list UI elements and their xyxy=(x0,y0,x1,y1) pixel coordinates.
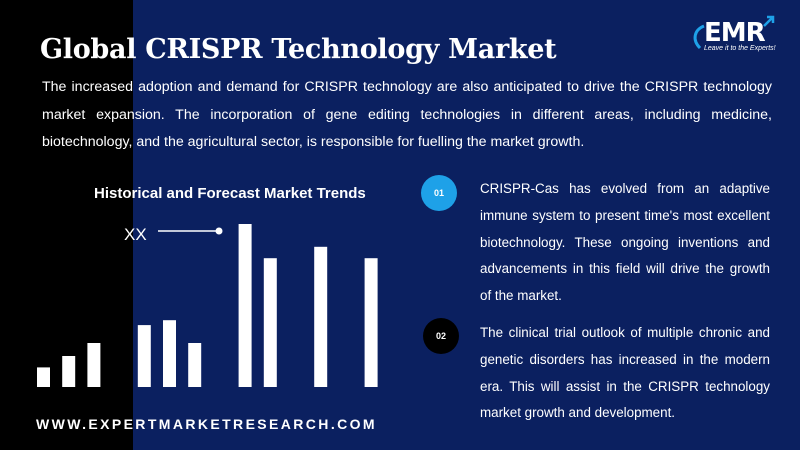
logo-tagline: Leave it to the Experts! xyxy=(704,45,776,52)
footer-url: WWW.EXPERTMARKETRESEARCH.COM xyxy=(36,416,377,432)
intro-paragraph: The increased adoption and demand for CR… xyxy=(42,79,772,150)
bar-7 xyxy=(188,343,202,387)
legend-dot xyxy=(215,227,223,235)
page-title: Global CRISPR Technology Market xyxy=(40,34,557,65)
bar-6 xyxy=(163,320,176,387)
bar-3 xyxy=(87,343,101,387)
emr-logo: EMR Leave it to the Experts! xyxy=(690,15,780,58)
arrow-up-icon xyxy=(763,15,775,27)
bar-chart: XX xyxy=(37,224,378,387)
point-1-text: CRISPR-Cas has evolved from an adaptive … xyxy=(480,181,770,304)
bar-1 xyxy=(37,367,50,387)
bar-9 xyxy=(238,224,252,387)
bar-12 xyxy=(314,246,328,387)
legend-label: XX xyxy=(124,225,147,244)
chart-title: Historical and Forecast Market Trends xyxy=(94,185,366,202)
bar-2 xyxy=(62,356,76,387)
point-2-number-badge: 02 xyxy=(423,318,459,354)
bar-14 xyxy=(364,258,378,387)
bar-5 xyxy=(137,325,151,387)
bar-10 xyxy=(263,258,277,387)
swoosh-icon xyxy=(693,24,705,50)
point-1-number-badge: 01 xyxy=(421,175,457,211)
logo-text: EMR xyxy=(704,18,766,48)
point-2-text: The clinical trial outlook of multiple c… xyxy=(480,325,770,421)
